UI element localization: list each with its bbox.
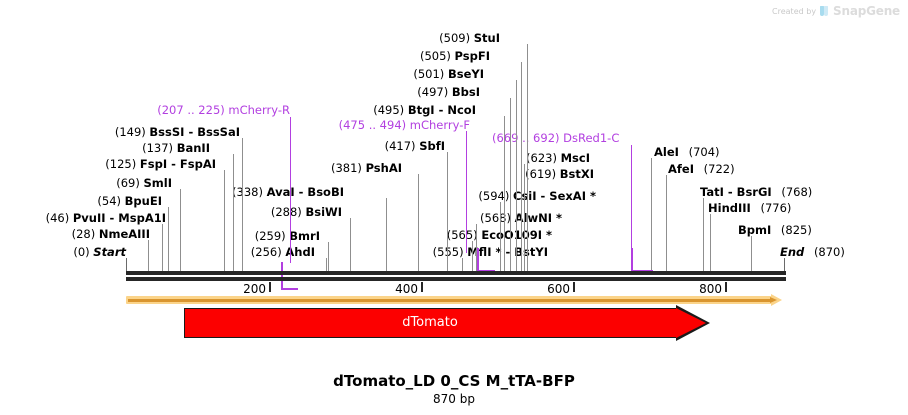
site-label-495[interactable]: (495) BtgI - NcoI (373, 103, 476, 117)
site-label-149[interactable]: (149) BssSI - BssSaI (114, 125, 240, 139)
leader-565 (472, 241, 473, 272)
snapgene-watermark: Created by SnapGene (772, 4, 900, 18)
leader-dsred1-c (631, 145, 633, 250)
site-label-28[interactable]: (28) NmeAIII (71, 227, 150, 241)
feature-label-dsred1-c[interactable]: (669 .. 692) DsRed1-C (492, 131, 620, 145)
ruler-tick-label-200: 200 (243, 282, 266, 296)
leader-594 (500, 202, 501, 272)
site-label-497[interactable]: (497) BbsI (417, 85, 480, 99)
sequence-backbone-second-strand[interactable] (126, 277, 786, 281)
leader-54 (168, 207, 169, 272)
leader-505 (521, 62, 522, 272)
site-label-338[interactable]: (338) AvaI - BsoBI (232, 185, 344, 199)
site-label-594[interactable]: (594) CsiI - SexAI * (478, 189, 596, 203)
site-label-619[interactable]: (619) BstXI (525, 167, 594, 181)
leader-776 (710, 214, 711, 272)
page-title: dTomato_LD 0_CS M_tTA-BFP (333, 372, 575, 390)
leader-501 (516, 80, 517, 272)
leader-137 (233, 154, 234, 272)
sequence-backbone[interactable] (126, 271, 786, 275)
leader-46 (162, 224, 163, 272)
site-label-555[interactable]: (555) MflI * - BstYI (432, 245, 548, 259)
ruler-tick-label-800: 800 (699, 282, 722, 296)
site-label-417[interactable]: (417) SbfI (384, 139, 445, 153)
leader-568 (476, 224, 477, 272)
leader-722 (666, 175, 667, 272)
leader-509 (527, 44, 528, 272)
leader-417 (447, 152, 448, 272)
ruler-tick-400 (421, 282, 423, 292)
leader-256 (326, 258, 327, 272)
site-label-288[interactable]: (288) BsiWI (270, 205, 342, 219)
translation-arrow[interactable] (126, 294, 786, 308)
site-label-505[interactable]: (505) PspFI (419, 49, 490, 63)
watermark-brand: SnapGene (833, 4, 900, 18)
site-label-46[interactable]: (46) PvuII - MspA1I (45, 211, 166, 225)
ruler-tick-600 (573, 282, 575, 292)
leader-497 (510, 98, 511, 272)
watermark-prefix: Created by (772, 6, 817, 16)
gene-arrow-dtomato[interactable]: dTomato (184, 305, 710, 341)
site-label-259[interactable]: (259) BmrI (254, 229, 320, 243)
leader-495 (504, 116, 505, 272)
site-label-776[interactable]: HindIII (776) (708, 201, 792, 215)
site-label-137[interactable]: (137) BanII (142, 141, 210, 155)
leader-381 (418, 174, 419, 272)
site-label-623[interactable]: (623) MscI (526, 151, 590, 165)
site-label-768[interactable]: TatI - BsrGI (768) (700, 185, 813, 199)
site-label-125[interactable]: (125) FspI - FspAI (105, 157, 216, 171)
site-label-54[interactable]: (54) BpuEI (97, 194, 162, 208)
feature-label-mcherry-r[interactable]: (207 .. 225) mCherry-R (157, 103, 290, 117)
marker-label-start[interactable]: (0) Start (73, 245, 126, 259)
site-label-256[interactable]: (256) AhdI (250, 245, 315, 259)
leader-mcherry-r (290, 117, 292, 263)
leader-259 (328, 242, 329, 272)
page-subtitle: 870 bp (433, 392, 475, 406)
leader-619 (521, 180, 522, 272)
gene-arrow-label: dTomato (402, 315, 458, 330)
leader-start (126, 258, 127, 272)
site-label-501[interactable]: (501) BseYI (413, 67, 484, 81)
leader-825 (751, 236, 752, 272)
leader-69 (180, 189, 181, 272)
leader-mcherry-f (466, 131, 468, 253)
leader-end (784, 258, 785, 272)
site-label-568[interactable]: (568) AlwNI * (480, 211, 562, 225)
leader-149 (242, 138, 243, 272)
ruler-tick-200 (269, 282, 271, 292)
leader-555 (462, 258, 463, 272)
site-label-509[interactable]: (509) StuI (439, 31, 500, 45)
marker-label-end[interactable]: End (870) (780, 245, 845, 259)
leader-704 (651, 158, 652, 272)
ruler-tick-label-600: 600 (547, 282, 570, 296)
ruler-tick-800 (725, 282, 727, 292)
leader-28 (148, 240, 149, 272)
leader-623 (524, 164, 525, 272)
site-label-704[interactable]: AleI (704) (654, 145, 720, 159)
leader-768 (703, 198, 704, 272)
snapgene-logo-icon (820, 5, 829, 17)
leader-288 (350, 218, 351, 272)
feature-label-mcherry-f[interactable]: (475 .. 494) mCherry-F (338, 118, 470, 132)
leader-338 (386, 198, 387, 272)
ruler-tick-label-400: 400 (395, 282, 418, 296)
leader-125 (224, 170, 225, 272)
site-label-381[interactable]: (381) PshAI (330, 161, 402, 175)
site-label-69[interactable]: (69) SmlI (116, 176, 172, 190)
site-label-722[interactable]: AfeI (722) (668, 162, 735, 176)
site-label-825[interactable]: BpmI (825) (738, 223, 812, 237)
